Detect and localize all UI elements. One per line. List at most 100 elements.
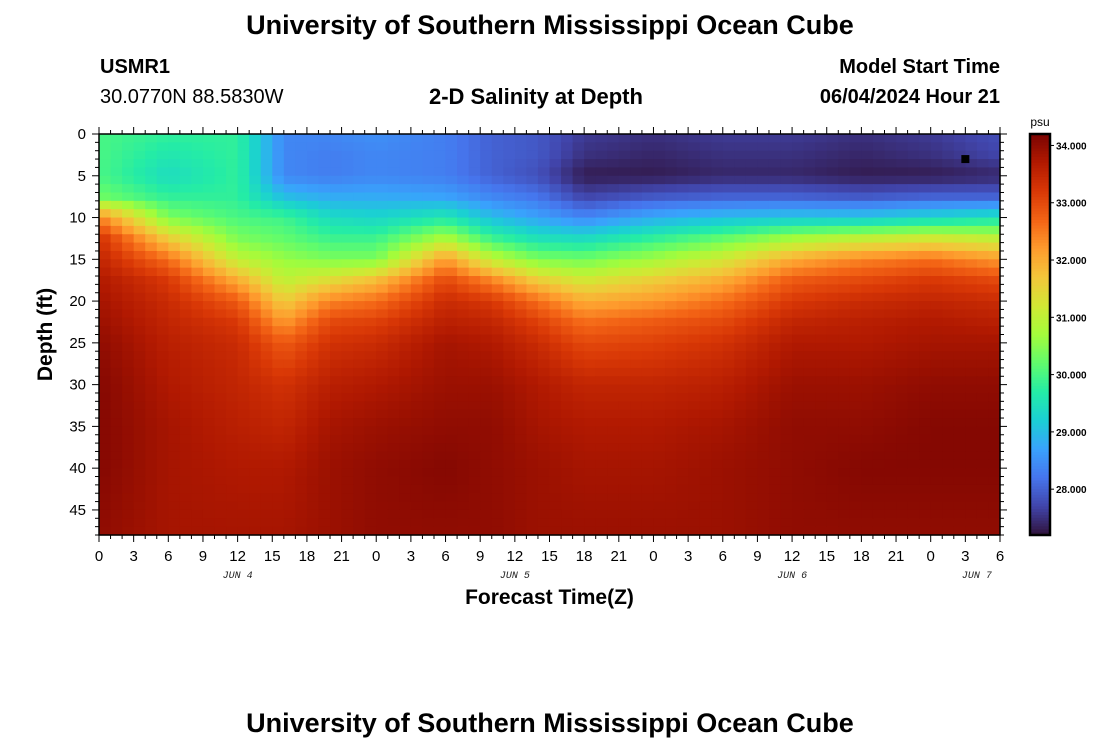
heatmap-cell — [688, 476, 701, 486]
heatmap-cell — [260, 418, 273, 427]
heatmap-cell — [445, 259, 458, 269]
heatmap-cell — [491, 451, 504, 461]
heatmap-cell — [387, 493, 400, 503]
heatmap-cell — [410, 468, 424, 478]
heatmap-cell — [526, 434, 539, 444]
heatmap-cell — [457, 459, 470, 469]
heatmap-cell — [122, 509, 135, 519]
heatmap-cell — [584, 526, 597, 536]
heatmap-cell — [976, 259, 990, 269]
heatmap-cell — [907, 359, 920, 369]
heatmap-cell — [191, 134, 204, 143]
x-tick-label: 18 — [299, 548, 316, 565]
heatmap-cell — [653, 267, 666, 277]
heatmap-cell — [457, 501, 470, 511]
heatmap-cell — [757, 259, 770, 269]
heatmap-cell — [283, 242, 296, 252]
heatmap-cell — [410, 192, 424, 202]
heatmap-cell — [561, 418, 574, 427]
heatmap-cell — [353, 426, 366, 436]
heatmap-cell — [410, 142, 424, 152]
heatmap-cell — [884, 217, 897, 227]
heatmap-cell — [445, 250, 458, 260]
heatmap-cell — [838, 317, 851, 327]
heatmap-cell — [572, 200, 585, 210]
heatmap-cell — [214, 451, 227, 461]
heatmap-cell — [537, 150, 551, 160]
x-tick-label: 9 — [476, 548, 484, 565]
heatmap-cell — [595, 225, 608, 235]
heatmap-cell — [641, 426, 655, 436]
heatmap-cell — [376, 367, 389, 377]
heatmap-cell — [699, 242, 712, 252]
heatmap-cell — [145, 217, 158, 227]
colorbar-segment — [1030, 471, 1050, 476]
heatmap-cell — [595, 209, 608, 219]
heatmap-cell — [838, 493, 851, 503]
heatmap-cell — [433, 384, 447, 394]
heatmap-cell — [942, 250, 955, 260]
heatmap-cell — [919, 409, 932, 419]
heatmap-cell — [491, 150, 504, 160]
heatmap-cell — [376, 518, 389, 528]
heatmap-cell — [780, 284, 793, 294]
heatmap-cell — [364, 367, 377, 377]
heatmap-cell — [122, 334, 135, 344]
heatmap-cell — [191, 376, 204, 386]
heatmap-cell — [514, 376, 527, 386]
heatmap-cell — [145, 376, 158, 386]
heatmap-cell — [988, 376, 1001, 386]
heatmap-cell — [445, 501, 458, 511]
heatmap-cell — [99, 225, 112, 235]
heatmap-cell — [156, 392, 169, 402]
heatmap-cell — [641, 326, 655, 336]
heatmap-cell — [226, 426, 239, 436]
heatmap-cell — [607, 518, 620, 528]
heatmap-cell — [896, 501, 909, 511]
heatmap-cell — [364, 401, 377, 411]
heatmap-cell — [330, 284, 343, 294]
heatmap-cell — [919, 301, 932, 311]
heatmap-cell — [526, 351, 539, 361]
heatmap-cell — [665, 426, 678, 436]
heatmap-cell — [480, 276, 493, 285]
heatmap-cell — [653, 301, 666, 311]
heatmap-cell — [272, 451, 285, 461]
heatmap-cell — [410, 276, 424, 285]
heatmap-cell — [734, 501, 747, 511]
colorbar-segment — [1030, 357, 1050, 361]
heatmap-cell — [976, 309, 990, 319]
heatmap-cell — [607, 409, 620, 419]
heatmap-cell — [641, 184, 655, 194]
heatmap-cell — [792, 367, 805, 377]
heatmap-cell — [907, 326, 920, 336]
heatmap-cell — [618, 459, 631, 469]
heatmap-cell — [214, 392, 227, 402]
heatmap-cell — [815, 376, 828, 386]
heatmap-cell — [272, 509, 285, 519]
heatmap-cell — [260, 326, 273, 336]
heatmap-cell — [445, 192, 458, 202]
heatmap-cell — [376, 284, 389, 294]
heatmap-cell — [353, 242, 366, 252]
heatmap-cell — [283, 142, 296, 152]
heatmap-cell — [988, 259, 1001, 269]
heatmap-cell — [872, 359, 886, 369]
colorbar-segment — [1030, 492, 1050, 496]
heatmap-cell — [191, 418, 204, 427]
heatmap-cell — [953, 209, 966, 219]
heatmap-cell — [376, 267, 389, 277]
heatmap-cell — [953, 192, 966, 202]
colorbar-segment — [1030, 311, 1050, 316]
heatmap-cell — [202, 351, 216, 361]
heatmap-cell — [988, 284, 1001, 294]
heatmap-cell — [341, 518, 354, 528]
heatmap-cell — [133, 192, 146, 202]
heatmap-cell — [480, 434, 493, 444]
heatmap-cell — [849, 376, 862, 386]
heatmap-cell — [99, 468, 112, 478]
heatmap-cell — [630, 351, 643, 361]
heatmap-cell — [399, 142, 412, 152]
heatmap-cell — [214, 434, 227, 444]
heatmap-cell — [133, 418, 146, 427]
